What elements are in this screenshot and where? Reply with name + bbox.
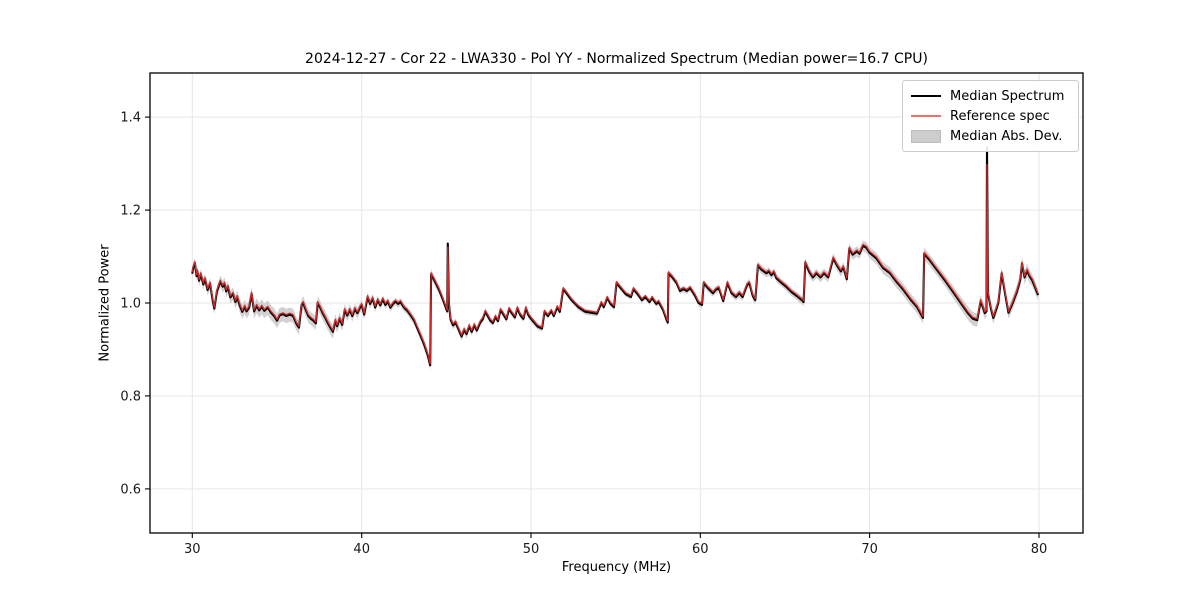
legend-line-reference-icon — [911, 115, 941, 117]
y-tick-label: 1.2 — [120, 204, 141, 219]
reference-spec-line — [191, 163, 1039, 365]
legend-item-reference: Reference spec — [911, 106, 1070, 126]
mad-band — [192, 141, 1039, 371]
x-axis-label: Frequency (MHz) — [561, 560, 672, 575]
y-tick-label: 1.0 — [120, 297, 141, 312]
x-tick-label: 30 — [184, 542, 201, 557]
chart-title: 2024-12-27 - Cor 22 - LWA330 - Pol YY - … — [305, 51, 928, 67]
x-tick-label: 50 — [523, 542, 540, 557]
legend-label-mad: Median Abs. Dev. — [950, 128, 1063, 144]
legend-item-median: Median Spectrum — [911, 86, 1070, 106]
legend-label-median: Median Spectrum — [950, 88, 1065, 104]
legend-label-reference: Reference spec — [950, 108, 1050, 124]
y-tick-label: 0.8 — [120, 389, 141, 404]
y-axis-label: Normalized Power — [97, 244, 113, 362]
legend: Median Spectrum Reference spec Median Ab… — [902, 80, 1079, 152]
legend-item-mad: Median Abs. Dev. — [911, 126, 1070, 146]
x-tick-label: 80 — [1031, 542, 1048, 557]
x-tick-label: 40 — [353, 542, 370, 557]
x-tick-label: 60 — [692, 542, 709, 557]
y-tick-label: 1.4 — [120, 111, 141, 126]
median-spectrum-line — [191, 146, 1040, 367]
y-tick-label: 0.6 — [120, 482, 141, 497]
legend-patch-mad-icon — [911, 129, 941, 143]
legend-line-median-icon — [911, 95, 941, 97]
x-tick-label: 70 — [861, 542, 878, 557]
